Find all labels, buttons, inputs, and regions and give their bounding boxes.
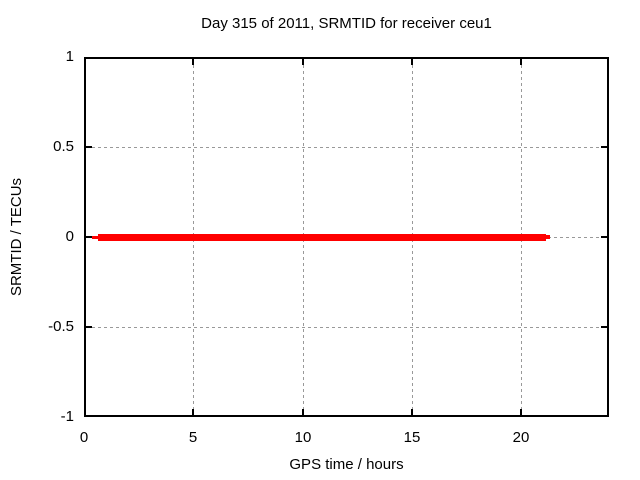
xtick-label-15: 15: [403, 429, 421, 446]
plot-area: [84, 57, 609, 417]
ytick-right-0p5: [601, 146, 607, 148]
xtick-label-0: 0: [79, 429, 89, 446]
xtick-bottom-10: [302, 409, 304, 415]
ytick-label-0p5: 0.5: [53, 138, 74, 155]
xtick-top-5: [192, 59, 194, 65]
xtick-label-5: 5: [188, 429, 198, 446]
ytick-right-m0p5: [601, 326, 607, 328]
gridline-y-m0p5: [86, 327, 607, 328]
xtick-top-10: [302, 59, 304, 65]
x-axis-label: GPS time / hours: [289, 456, 404, 473]
ytick-label-m1: -1: [60, 408, 74, 425]
ytick-right-0: [601, 236, 607, 238]
xtick-bottom-15: [411, 409, 413, 415]
xtick-top-20: [520, 59, 522, 65]
chart-title: Day 315 of 2011, SRMTID for receiver ceu…: [201, 15, 492, 32]
xtick-label-10: 10: [294, 429, 312, 446]
data-series-srmtid-line: [98, 234, 546, 241]
ytick-left-0: [86, 236, 92, 238]
xtick-bottom-20: [520, 409, 522, 415]
ytick-left-0p5: [86, 146, 92, 148]
xtick-bottom-5: [192, 409, 194, 415]
y-axis-label: SRMTID / TECUs: [8, 177, 25, 297]
ytick-label-0: 0: [65, 228, 74, 245]
ytick-left-m0p5: [86, 326, 92, 328]
xtick-top-15: [411, 59, 413, 65]
xtick-label-20: 20: [512, 429, 530, 446]
ytick-label-1: 1: [65, 48, 74, 65]
gridline-y-0p5: [86, 147, 607, 148]
data-series-srmtid-line-start: [92, 236, 100, 239]
data-series-srmtid-line-end: [546, 235, 550, 239]
ytick-label-m0p5: -0.5: [48, 318, 74, 335]
